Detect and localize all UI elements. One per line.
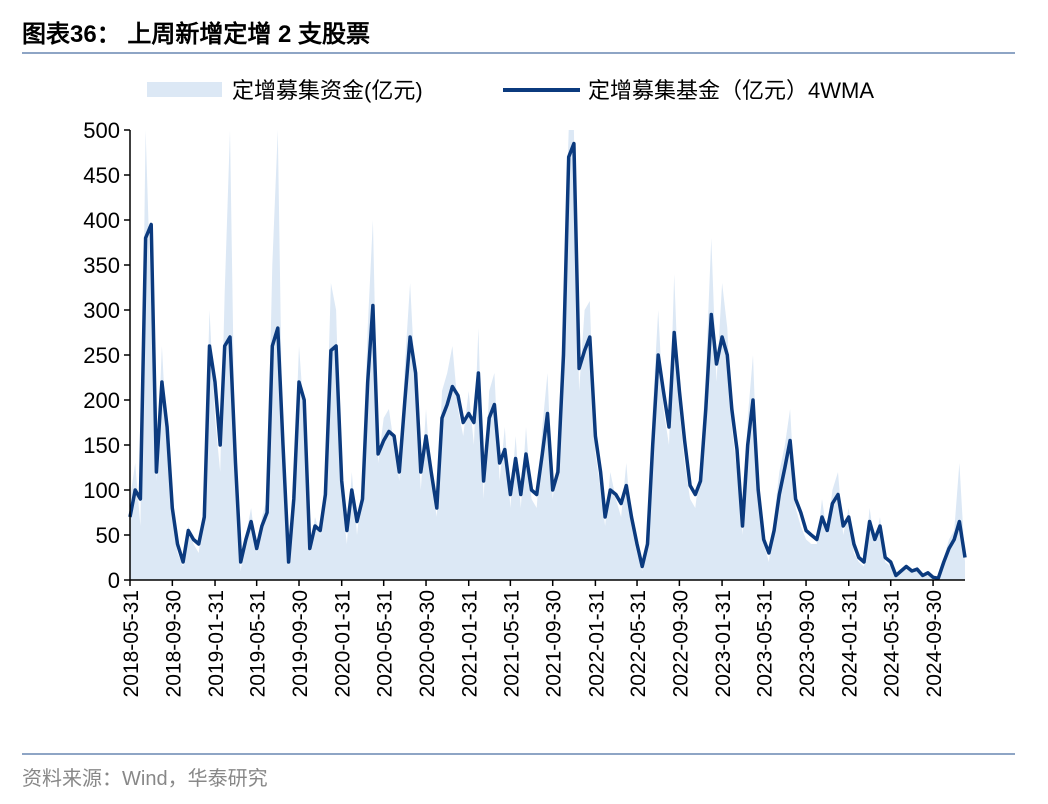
x-tick-label: 2020-01-31: [332, 590, 355, 697]
legend-swatch: [147, 82, 222, 97]
x-tick-label: 2018-09-30: [162, 590, 185, 697]
x-tick-label: 2019-09-30: [289, 590, 312, 697]
x-tick-label: 2021-05-31: [500, 590, 523, 697]
x-tick-label: 2022-05-31: [627, 590, 650, 697]
y-tick-label: 400: [83, 208, 120, 233]
y-tick-label: 100: [83, 478, 120, 503]
source-note: 资料来源：Wind，华泰研究: [22, 767, 268, 790]
x-tick-label: 2021-01-31: [459, 590, 482, 697]
x-tick-label: 2024-09-30: [923, 590, 946, 697]
y-tick-label: 200: [83, 388, 120, 413]
chart-title: 图表36： 上周新增定增 2 支股票: [22, 20, 370, 48]
x-tick-label: 2023-05-31: [754, 590, 777, 697]
legend-label: 定增募集基金（亿元）4WMA: [588, 78, 874, 103]
x-tick-label: 2019-01-31: [205, 590, 228, 697]
y-tick-label: 500: [83, 118, 120, 143]
y-tick-label: 450: [83, 163, 120, 188]
x-tick-label: 2023-09-30: [796, 590, 819, 697]
legend-label: 定增募集资金(亿元): [232, 78, 423, 103]
y-tick-label: 350: [83, 253, 120, 278]
x-tick-label: 2020-05-31: [374, 590, 397, 697]
x-tick-label: 2018-05-31: [120, 590, 143, 697]
x-tick-label: 2020-09-30: [416, 590, 439, 697]
y-tick-label: 250: [83, 343, 120, 368]
y-tick-label: 150: [83, 433, 120, 458]
y-tick-label: 300: [83, 298, 120, 323]
y-tick-label: 50: [96, 523, 120, 548]
x-tick-label: 2022-01-31: [585, 590, 608, 697]
x-tick-label: 2022-09-30: [669, 590, 692, 697]
x-tick-label: 2024-05-31: [881, 590, 904, 697]
y-tick-label: 0: [108, 568, 120, 593]
x-tick-label: 2023-01-31: [712, 590, 735, 697]
x-tick-label: 2019-05-31: [247, 590, 270, 697]
line: [128, 141, 967, 580]
x-tick-label: 2021-09-30: [543, 590, 566, 697]
x-tick-label: 2024-01-31: [839, 590, 862, 697]
